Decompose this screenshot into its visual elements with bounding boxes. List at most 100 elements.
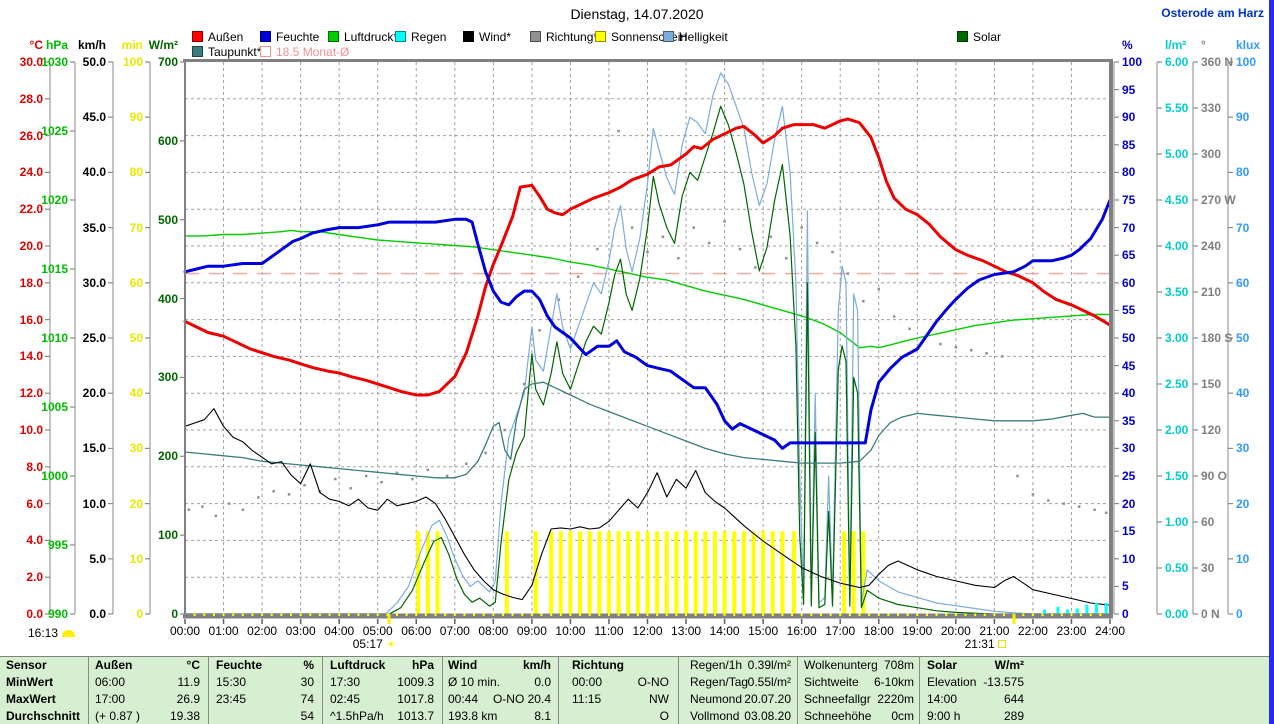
tick-label-%: 40 <box>1122 386 1136 401</box>
table-cell: Elevation <box>927 675 977 689</box>
tick-label-l/m²: 1.00 <box>1165 515 1189 529</box>
sunshine-bars <box>416 531 866 614</box>
tick-label-min: 90 <box>129 110 143 125</box>
x-tick-label: 10:00 <box>555 624 586 638</box>
table-cell: 15:30 <box>216 675 247 689</box>
table-cell: 17:30 <box>330 675 361 689</box>
table-cell: 0.0 <box>534 675 551 689</box>
tick-label-°: 300 <box>1201 147 1222 161</box>
tick-label-°C: 6.0 <box>26 496 43 511</box>
table-cell: 02:45 <box>330 692 361 706</box>
page-title: Dienstag, 14.07.2020 <box>570 6 704 22</box>
legend-item-richtung-[interactable]: Richtung* <box>530 30 599 44</box>
tick-label-%: 95 <box>1122 82 1136 97</box>
tick-label-°: 30 <box>1201 561 1215 575</box>
table-cell: MinWert <box>6 675 54 689</box>
table-cell: 8.1 <box>534 709 551 723</box>
table-column-separator <box>797 656 798 724</box>
table-cell: Schneefallgr <box>804 692 871 706</box>
legend-item-luftdruck-[interactable]: Luftdruck* <box>328 30 398 44</box>
legend-item-au-en[interactable]: Außen <box>192 30 244 44</box>
table-cell: Wolkenunterg <box>804 658 878 672</box>
legend-label: Richtung* <box>546 30 599 44</box>
tick-label-hPa: 995 <box>47 538 68 552</box>
legend-label: Taupunkt* <box>208 45 262 59</box>
table-cell: Richtung <box>572 658 624 672</box>
tick-label-°C: 28.0 <box>19 91 43 106</box>
table-cell: Regen/1h <box>690 658 743 672</box>
x-tick-label: 16:00 <box>786 624 817 638</box>
tick-label-min: 80 <box>129 165 143 180</box>
window-right-border <box>1269 0 1274 724</box>
legend-label: 18.5 Monat-Ø <box>276 45 350 59</box>
tick-label-km/h: 40.0 <box>82 165 106 180</box>
table-column-separator <box>678 656 679 724</box>
legend-item-taupunkt-[interactable]: Taupunkt* <box>192 45 262 59</box>
tick-label-%: 75 <box>1122 193 1136 207</box>
table-cell: Vollmond <box>690 709 740 723</box>
x-tick-label: 23:00 <box>1056 624 1087 638</box>
table-cell: 193.8 km <box>448 709 498 723</box>
legend-label: Regen <box>411 30 447 44</box>
table-column-separator <box>88 656 89 724</box>
tick-label-%: 15 <box>1122 524 1136 539</box>
table-cell: NW <box>649 692 669 706</box>
legend-item-wind-[interactable]: Wind* <box>463 30 511 44</box>
tick-label-°: 150 <box>1201 377 1222 391</box>
tick-label-%: 65 <box>1122 248 1136 263</box>
tick-label-°C: 14.0 <box>19 349 43 364</box>
table-cell: 20.07.20 <box>744 692 791 706</box>
tick-label-klux: 0 <box>1236 607 1243 621</box>
tick-label-min: 70 <box>129 220 143 235</box>
legend-swatch-icon <box>957 31 968 42</box>
sunshine-zero-dots <box>193 613 1102 616</box>
tick-label-%: 55 <box>1122 303 1136 318</box>
legend-label: Außen <box>208 30 244 44</box>
legend-item-feuchte[interactable]: Feuchte <box>260 30 319 44</box>
table-cell: 54 <box>300 709 314 723</box>
legend-item-solar[interactable]: Solar <box>957 30 1001 44</box>
tick-label-l/m²: 5.50 <box>1165 101 1189 115</box>
axis-unit-km/h: km/h <box>77 38 106 52</box>
tick-label-°C: 30.0 <box>19 55 43 69</box>
x-tick-label: 01:00 <box>208 624 239 638</box>
tick-label-klux: 30 <box>1236 441 1250 456</box>
tick-label-°C: 16.0 <box>19 312 43 327</box>
tick-label-W/m²: 600 <box>157 133 178 148</box>
tick-label-°: 210 <box>1201 285 1222 299</box>
legend-item-helligkeit[interactable]: Helligkeit <box>663 30 728 44</box>
chart-canvas[interactable] <box>0 0 1274 656</box>
tick-label-°: 90 O <box>1201 469 1228 483</box>
tick-label-W/m²: 100 <box>157 528 178 543</box>
sunset-icon <box>998 640 1006 648</box>
tick-label-km/h: 15.0 <box>82 441 106 456</box>
axis-unit-°C: °C <box>29 38 43 52</box>
x-tick-label: 00:00 <box>169 624 201 638</box>
table-cell: O <box>659 709 669 723</box>
tick-label-%: 10 <box>1122 551 1136 566</box>
direction-dots <box>187 129 1108 518</box>
x-tick-label: 08:00 <box>478 624 509 638</box>
table-cell: Solar <box>927 658 958 672</box>
tick-label-°C: 12.0 <box>19 386 43 401</box>
tick-label-klux: 10 <box>1236 551 1250 566</box>
table-cell: 708m <box>883 658 914 672</box>
tick-label-min: 10 <box>129 551 143 566</box>
legend-item-regen[interactable]: Regen <box>395 30 447 44</box>
tick-label-klux: 70 <box>1236 220 1250 235</box>
tick-label-min: 40 <box>129 386 143 401</box>
tick-label-km/h: 20.0 <box>82 386 106 401</box>
tick-label-°: 180 S <box>1201 331 1233 345</box>
tick-label-hPa: 1020 <box>41 193 68 207</box>
tick-label-%: 20 <box>1122 496 1136 511</box>
legend-item-18-5-monat-[interactable]: 18.5 Monat-Ø <box>260 45 350 59</box>
tick-label-min: 50 <box>129 331 143 345</box>
table-cell: 03.08.20 <box>744 709 791 723</box>
table-cell: °C <box>186 658 200 672</box>
tick-label-km/h: 45.0 <box>82 110 106 125</box>
table-cell: 11:15 <box>572 692 602 706</box>
table-cell: 1017.8 <box>397 692 434 706</box>
table-cell: 1009.3 <box>397 675 434 689</box>
table-cell: O-NO <box>637 675 669 689</box>
